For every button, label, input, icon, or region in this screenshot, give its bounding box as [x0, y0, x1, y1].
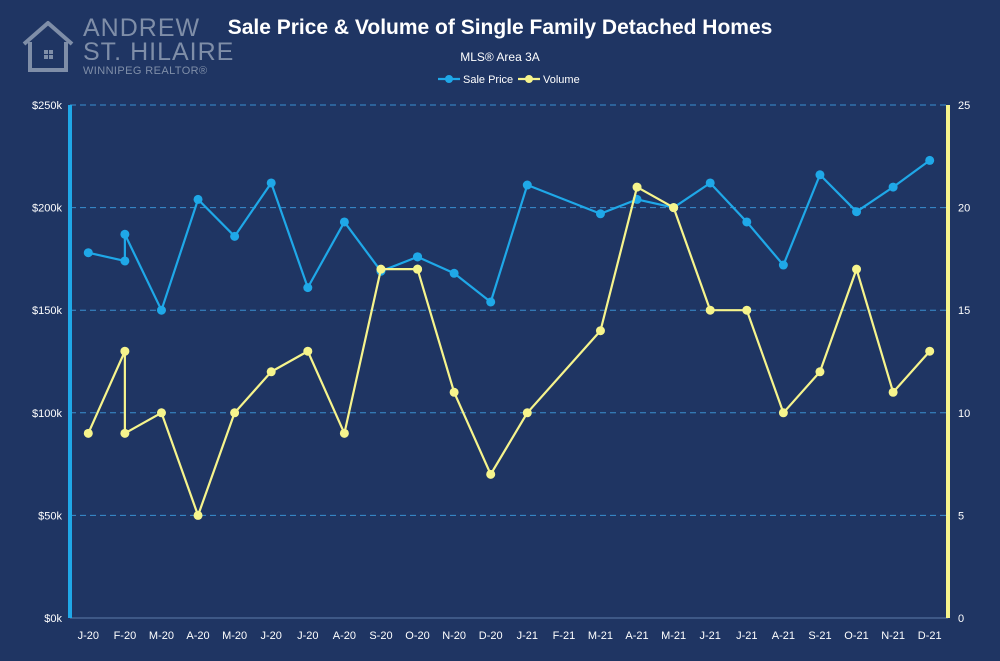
data-point-sale-price — [156, 305, 166, 315]
y-right-tick-label: 20 — [958, 203, 970, 215]
data-point-sale-price — [339, 217, 349, 227]
data-point-volume — [486, 469, 496, 479]
y-left-tick-label: $50k — [38, 510, 62, 522]
y-right-tick-label: 10 — [958, 408, 970, 420]
data-point-volume — [595, 326, 605, 336]
y-right-tick-label: 0 — [958, 613, 964, 625]
y-left-tick-label: $100k — [32, 408, 62, 420]
x-tick-label: A-21 — [772, 630, 795, 642]
data-point-volume — [449, 387, 459, 397]
data-point-sale-price — [595, 209, 605, 219]
x-tick-label: J-21 — [700, 630, 721, 642]
brand-line-2: ST. HILAIRE — [83, 38, 235, 66]
data-point-volume — [83, 428, 93, 438]
data-point-sale-price — [120, 229, 130, 239]
data-point-volume — [266, 367, 276, 377]
brand-line-3: WINNIPEG REALTOR® — [83, 65, 208, 77]
x-tick-label: A-21 — [625, 630, 648, 642]
data-point-sale-price — [413, 252, 423, 262]
x-tick-label: S-20 — [369, 630, 392, 642]
data-point-volume — [925, 346, 935, 356]
x-tick-label: D-20 — [479, 630, 503, 642]
data-point-volume — [705, 305, 715, 315]
data-point-volume — [156, 408, 166, 418]
data-point-volume — [632, 182, 642, 192]
data-point-volume — [339, 428, 349, 438]
x-tick-label: M-20 — [222, 630, 247, 642]
data-point-sale-price — [120, 256, 130, 266]
data-point-sale-price — [83, 248, 93, 258]
data-point-sale-price — [778, 260, 788, 270]
x-tick-label: A-20 — [333, 630, 356, 642]
data-point-sale-price — [815, 170, 825, 180]
legend-label: Volume — [543, 74, 580, 86]
data-point-volume — [815, 367, 825, 377]
data-point-sale-price — [449, 268, 459, 278]
data-point-sale-price — [193, 194, 203, 204]
data-point-volume — [120, 346, 130, 356]
y-left-tick-label: $250k — [32, 100, 62, 112]
data-point-sale-price — [266, 178, 276, 188]
series-line-volume — [87, 185, 931, 517]
data-point-sale-price — [705, 178, 715, 188]
data-point-volume — [193, 510, 203, 520]
data-point-volume — [120, 428, 130, 438]
series-line-sale-price — [88, 159, 931, 312]
x-tick-label: M-21 — [661, 630, 686, 642]
x-tick-label: O-21 — [844, 630, 868, 642]
x-tick-label: J-21 — [517, 630, 538, 642]
x-tick-label: O-20 — [405, 630, 429, 642]
x-tick-label: F-20 — [114, 630, 137, 642]
data-point-sale-price — [522, 180, 532, 190]
legend-swatch-marker — [445, 75, 453, 83]
x-tick-label: N-21 — [881, 630, 905, 642]
house-icon — [22, 21, 74, 72]
x-tick-label: S-21 — [808, 630, 831, 642]
data-point-volume — [888, 387, 898, 397]
x-tick-label: J-20 — [297, 630, 318, 642]
data-point-sale-price — [230, 231, 240, 241]
x-tick-label: M-21 — [588, 630, 613, 642]
data-point-volume — [742, 305, 752, 315]
x-tick-label: D-21 — [918, 630, 942, 642]
x-tick-label: N-20 — [442, 630, 466, 642]
legend-label: Sale Price — [463, 74, 513, 86]
data-point-volume — [522, 408, 532, 418]
chart-title: Sale Price & Volume of Single Family Det… — [227, 16, 773, 39]
data-point-volume — [413, 264, 423, 274]
brand-line-1: ANDREW — [83, 14, 201, 42]
x-tick-label: J-20 — [261, 630, 282, 642]
x-tick-label: M-20 — [149, 630, 174, 642]
data-point-volume — [852, 264, 862, 274]
data-point-volume — [778, 408, 788, 418]
data-point-volume — [669, 203, 679, 213]
data-point-sale-price — [486, 297, 496, 307]
chart-subtitle: MLS® Area 3A — [460, 50, 540, 64]
x-tick-label: F-21 — [553, 630, 576, 642]
x-tick-label: A-20 — [186, 630, 209, 642]
data-point-sale-price — [925, 155, 935, 165]
x-tick-label: J-21 — [736, 630, 757, 642]
y-left-tick-label: $200k — [32, 203, 62, 215]
data-point-volume — [303, 346, 313, 356]
data-point-sale-price — [303, 283, 313, 293]
y-right-tick-label: 15 — [958, 305, 970, 317]
data-point-sale-price — [888, 182, 898, 192]
brand-logo: ANDREW ST. HILAIRE WINNIPEG REALTOR® — [20, 12, 240, 82]
data-point-volume — [230, 408, 240, 418]
y-right-tick-label: 25 — [958, 100, 970, 112]
data-point-volume — [376, 264, 386, 274]
y-left-tick-label: $0k — [44, 613, 62, 625]
data-point-sale-price — [742, 217, 752, 227]
data-point-sale-price — [852, 207, 862, 217]
x-tick-label: J-20 — [78, 630, 99, 642]
y-left-tick-label: $150k — [32, 305, 62, 317]
legend-swatch-marker — [525, 75, 533, 83]
y-right-tick-label: 5 — [958, 510, 964, 522]
